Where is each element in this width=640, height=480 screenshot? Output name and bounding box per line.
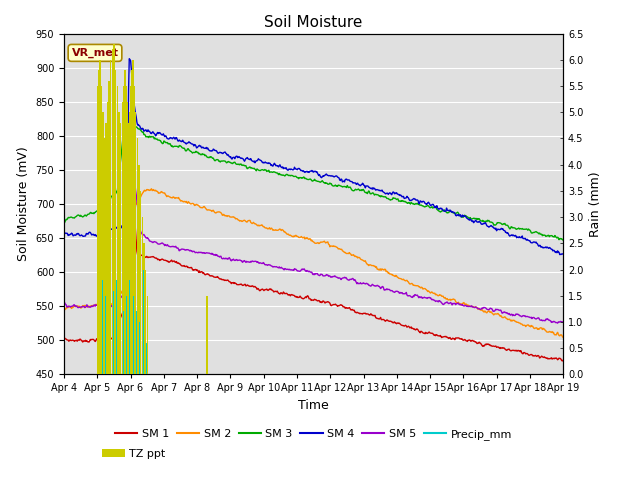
Bar	[127, 123, 129, 374]
Bar	[116, 280, 117, 374]
Bar	[123, 312, 124, 374]
Bar	[125, 86, 127, 374]
Bar	[129, 112, 130, 374]
Bar	[102, 112, 104, 374]
Bar	[141, 217, 143, 374]
Bar	[120, 123, 121, 374]
Bar	[97, 86, 98, 374]
Bar	[136, 312, 137, 374]
X-axis label: Time: Time	[298, 399, 329, 412]
Bar	[109, 312, 110, 374]
Bar	[127, 102, 128, 374]
Bar	[113, 290, 114, 374]
Bar	[118, 112, 120, 374]
Bar	[108, 81, 109, 374]
Text: VR_met: VR_met	[72, 48, 118, 58]
Bar	[105, 296, 106, 374]
Bar	[136, 138, 138, 374]
Y-axis label: Soil Moisture (mV): Soil Moisture (mV)	[17, 146, 30, 262]
Bar	[131, 70, 132, 374]
Bar	[126, 296, 127, 374]
Bar	[129, 280, 131, 374]
Bar	[143, 270, 144, 374]
Bar	[98, 70, 99, 374]
Bar	[132, 60, 134, 374]
Bar	[115, 70, 116, 374]
Bar	[104, 138, 105, 374]
Bar	[145, 270, 146, 374]
Bar	[133, 86, 134, 374]
Legend: TZ ppt: TZ ppt	[98, 444, 170, 464]
Bar	[147, 296, 148, 374]
Bar	[113, 44, 115, 374]
Bar	[133, 296, 134, 374]
Bar	[143, 243, 145, 374]
Bar	[116, 86, 118, 374]
Bar	[111, 49, 113, 374]
Bar	[135, 112, 136, 374]
Bar	[105, 123, 107, 374]
Bar	[124, 86, 125, 374]
Title: Soil Moisture: Soil Moisture	[264, 15, 363, 30]
Bar	[207, 296, 208, 374]
Bar	[138, 165, 140, 374]
Bar	[107, 102, 108, 374]
Bar	[140, 191, 141, 374]
Bar	[99, 60, 100, 374]
Bar	[124, 70, 125, 374]
Bar	[146, 343, 147, 374]
Bar	[122, 102, 123, 374]
Y-axis label: Rain (mm): Rain (mm)	[589, 171, 602, 237]
Bar	[110, 60, 111, 374]
Bar	[130, 86, 131, 374]
Bar	[100, 86, 102, 374]
